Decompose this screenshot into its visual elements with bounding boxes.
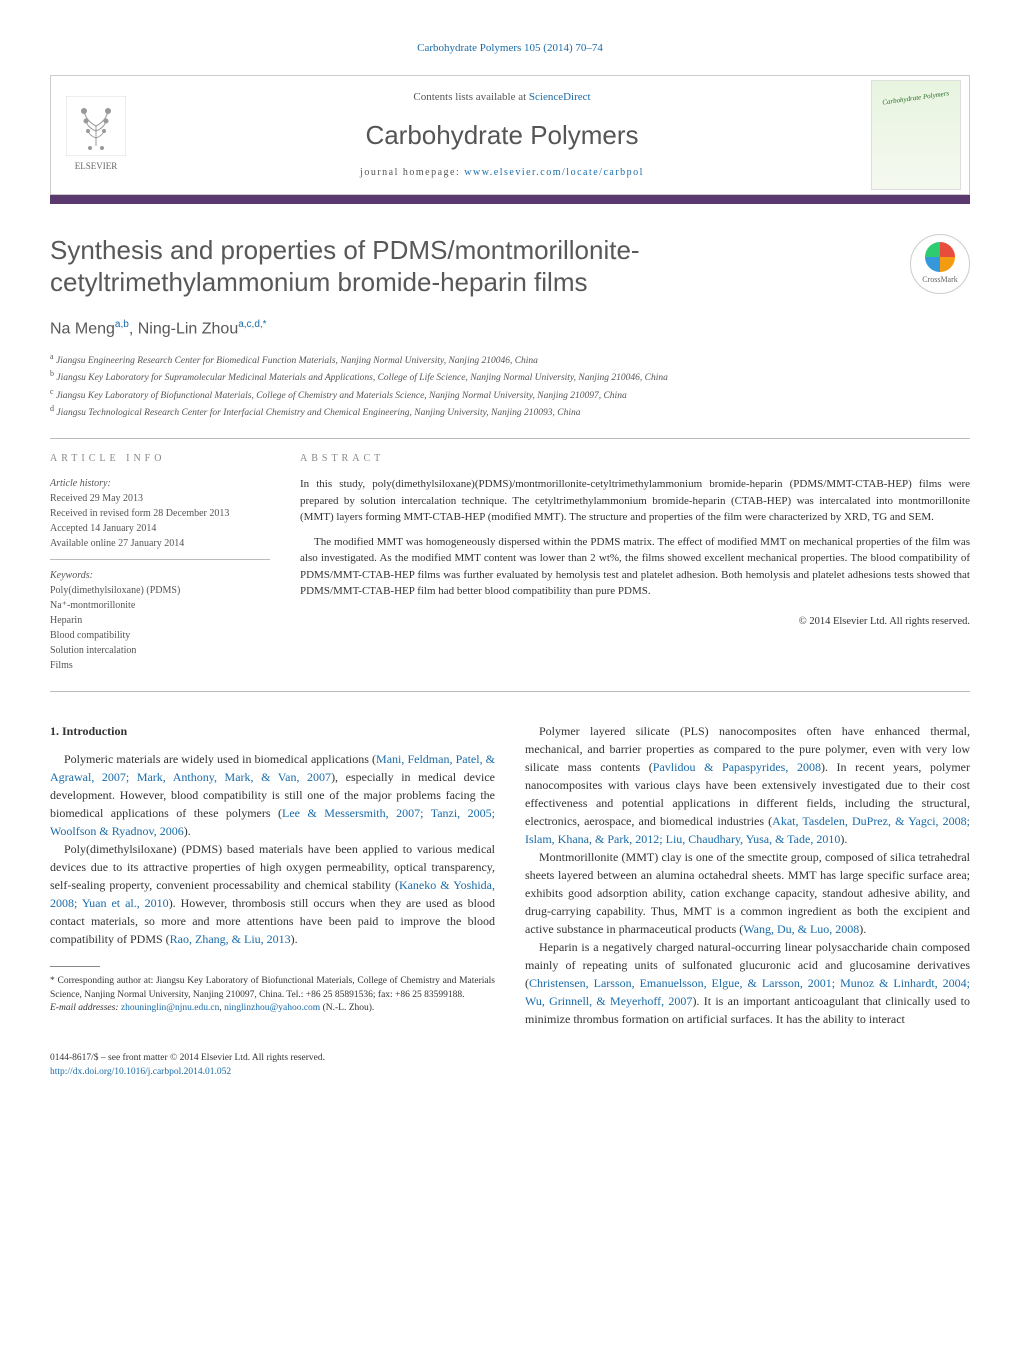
history-label: Article history: — [50, 476, 270, 491]
email-line: E-mail addresses: zhouninglin@njnu.edu.c… — [50, 1002, 495, 1015]
keyword-5: Films — [50, 658, 270, 673]
elsevier-label: ELSEVIER — [75, 160, 118, 174]
footer-copyright: 0144-8617/$ – see front matter © 2014 El… — [50, 1052, 970, 1065]
divider-2 — [50, 691, 970, 692]
header-center: Contents lists available at ScienceDirec… — [141, 79, 863, 190]
email-label: E-mail addresses: — [50, 1003, 121, 1013]
email-1[interactable]: zhouninglin@njnu.edu.cn — [121, 1003, 219, 1013]
journal-name: Carbohydrate Polymers — [151, 116, 853, 155]
abstract-p2: The modified MMT was homogeneously dispe… — [300, 534, 970, 600]
affiliation-c: Jiangsu Key Laboratory of Biofunctional … — [56, 391, 627, 401]
body: 1. Introduction Polymeric materials are … — [50, 722, 970, 1028]
sciencedirect-link[interactable]: ScienceDirect — [529, 91, 591, 103]
cover-title: Carbohydrate Polymers — [882, 88, 950, 108]
journal-header: ELSEVIER Contents lists available at Sci… — [50, 75, 970, 195]
contents-line: Contents lists available at ScienceDirec… — [151, 89, 853, 106]
homepage-link[interactable]: www.elsevier.com/locate/carbpol — [464, 167, 644, 178]
author-1-aff: a,b — [115, 319, 129, 330]
keyword-3: Blood compatibility — [50, 628, 270, 643]
doi-link[interactable]: http://dx.doi.org/10.1016/j.carbpol.2014… — [50, 1067, 231, 1077]
crossmark-label: CrossMark — [922, 274, 958, 286]
keyword-0: Poly(dimethylsiloxane) (PDMS) — [50, 583, 270, 598]
homepage-line: journal homepage: www.elsevier.com/locat… — [151, 165, 853, 180]
history-revised: Received in revised form 28 December 201… — [50, 506, 270, 521]
elsevier-tree-icon — [66, 96, 126, 156]
footnotes: * Corresponding author at: Jiangsu Key L… — [50, 975, 495, 1015]
contents-prefix: Contents lists available at — [413, 91, 528, 103]
journal-cover-thumb: Carbohydrate Polymers — [871, 80, 961, 190]
affiliation-d: Jiangsu Technological Research Center fo… — [56, 408, 580, 418]
ref[interactable]: Pavlidou & Papaspyrides, 2008 — [653, 760, 821, 774]
corresponding-author: * Corresponding author at: Jiangsu Key L… — [50, 975, 495, 1002]
author-2: Ning-Lin Zhou — [138, 320, 239, 337]
article-title: Synthesis and properties of PDMS/montmor… — [50, 234, 970, 299]
header-accent-bar — [50, 194, 970, 204]
affiliation-b: Jiangsu Key Laboratory for Supramolecula… — [56, 373, 667, 383]
affiliations: a Jiangsu Engineering Research Center fo… — [50, 351, 970, 421]
section-heading: 1. Introduction — [50, 722, 495, 740]
keywords-label: Keywords: — [50, 568, 270, 583]
column-right: Polymer layered silicate (PLS) nanocompo… — [525, 722, 970, 1028]
history-received: Received 29 May 2013 — [50, 491, 270, 506]
author-1: Na Meng — [50, 320, 115, 337]
ref[interactable]: Wang, Du, & Luo, 2008 — [743, 922, 859, 936]
body-right-p1: Polymer layered silicate (PLS) nanocompo… — [525, 722, 970, 848]
body-right-p2: Montmorillonite (MMT) clay is one of the… — [525, 848, 970, 938]
ref[interactable]: Rao, Zhang, & Liu, 2013 — [170, 932, 291, 946]
author-2-aff: a,c,d,* — [238, 319, 266, 330]
body-right-p3: Heparin is a negatively charged natural-… — [525, 938, 970, 1028]
column-left: 1. Introduction Polymeric materials are … — [50, 722, 495, 1028]
article-info-heading: article info — [50, 451, 270, 466]
crossmark-badge[interactable]: CrossMark — [910, 234, 970, 294]
history-accepted: Accepted 14 January 2014 — [50, 521, 270, 536]
crossmark-icon — [925, 242, 955, 272]
page-footer: 0144-8617/$ – see front matter © 2014 El… — [50, 1052, 970, 1079]
abstract: abstract In this study, poly(dimethylsil… — [300, 451, 970, 673]
keyword-1: Na⁺-montmorillonite — [50, 598, 270, 613]
keyword-2: Heparin — [50, 613, 270, 628]
affiliation-a: Jiangsu Engineering Research Center for … — [56, 356, 538, 366]
divider — [50, 438, 970, 439]
homepage-prefix: journal homepage: — [360, 167, 464, 178]
abstract-heading: abstract — [300, 451, 970, 466]
email-2[interactable]: ninglinzhou@yahoo.com — [224, 1003, 320, 1013]
abstract-copyright: © 2014 Elsevier Ltd. All rights reserved… — [300, 614, 970, 630]
abstract-p1: In this study, poly(dimethylsiloxane)(PD… — [300, 476, 970, 526]
elsevier-logo: ELSEVIER — [51, 76, 141, 194]
article-info: article info Article history: Received 2… — [50, 451, 270, 673]
body-left-p2: Poly(dimethylsiloxane) (PDMS) based mate… — [50, 840, 495, 948]
history-online: Available online 27 January 2014 — [50, 536, 270, 551]
body-left-p1: Polymeric materials are widely used in b… — [50, 750, 495, 840]
footnote-separator — [50, 966, 100, 967]
citation-line: Carbohydrate Polymers 105 (2014) 70–74 — [50, 40, 970, 57]
authors: Na Menga,b, Ning-Lin Zhoua,c,d,* — [50, 317, 970, 341]
keyword-4: Solution intercalation — [50, 643, 270, 658]
